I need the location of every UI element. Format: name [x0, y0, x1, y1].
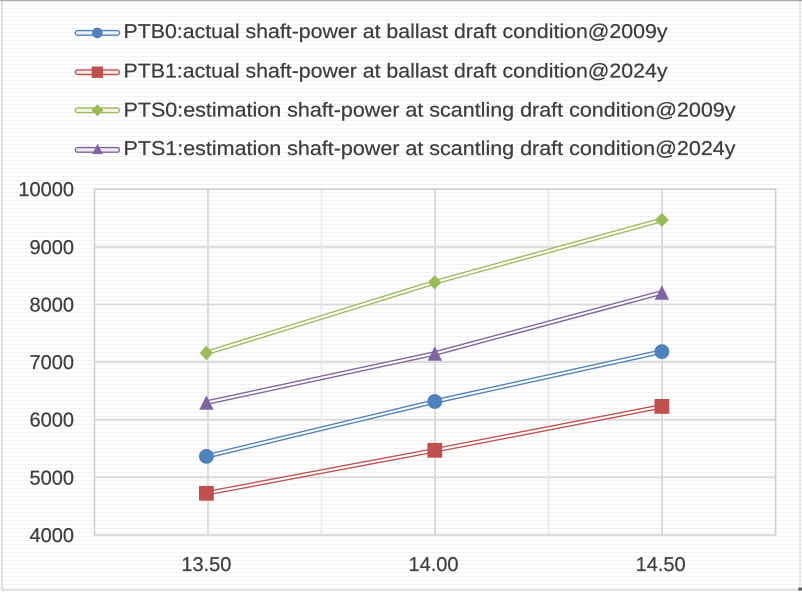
- svg-text:PTB0:actual shaft-power at bal: PTB0:actual shaft-power at ballast draft…: [124, 21, 668, 43]
- svg-text:14.00: 14.00: [409, 554, 459, 576]
- svg-text:14.50: 14.50: [636, 554, 686, 576]
- svg-text:PTS1:estimation shaft-power at: PTS1:estimation shaft-power at scantling…: [124, 138, 736, 160]
- svg-text:PTB1:actual shaft-power at bal: PTB1:actual shaft-power at ballast draft…: [124, 61, 668, 83]
- svg-text:7000: 7000: [30, 352, 75, 374]
- svg-text:9000: 9000: [30, 237, 75, 259]
- svg-text:5000: 5000: [30, 467, 75, 489]
- svg-text:4000: 4000: [30, 525, 75, 547]
- svg-text:PTS0:estimation shaft-power at: PTS0:estimation shaft-power at scantling…: [124, 99, 736, 121]
- svg-text:13.50: 13.50: [181, 554, 231, 576]
- svg-text:6000: 6000: [30, 410, 75, 432]
- svg-text:8000: 8000: [30, 294, 75, 316]
- svg-text:10000: 10000: [18, 179, 74, 201]
